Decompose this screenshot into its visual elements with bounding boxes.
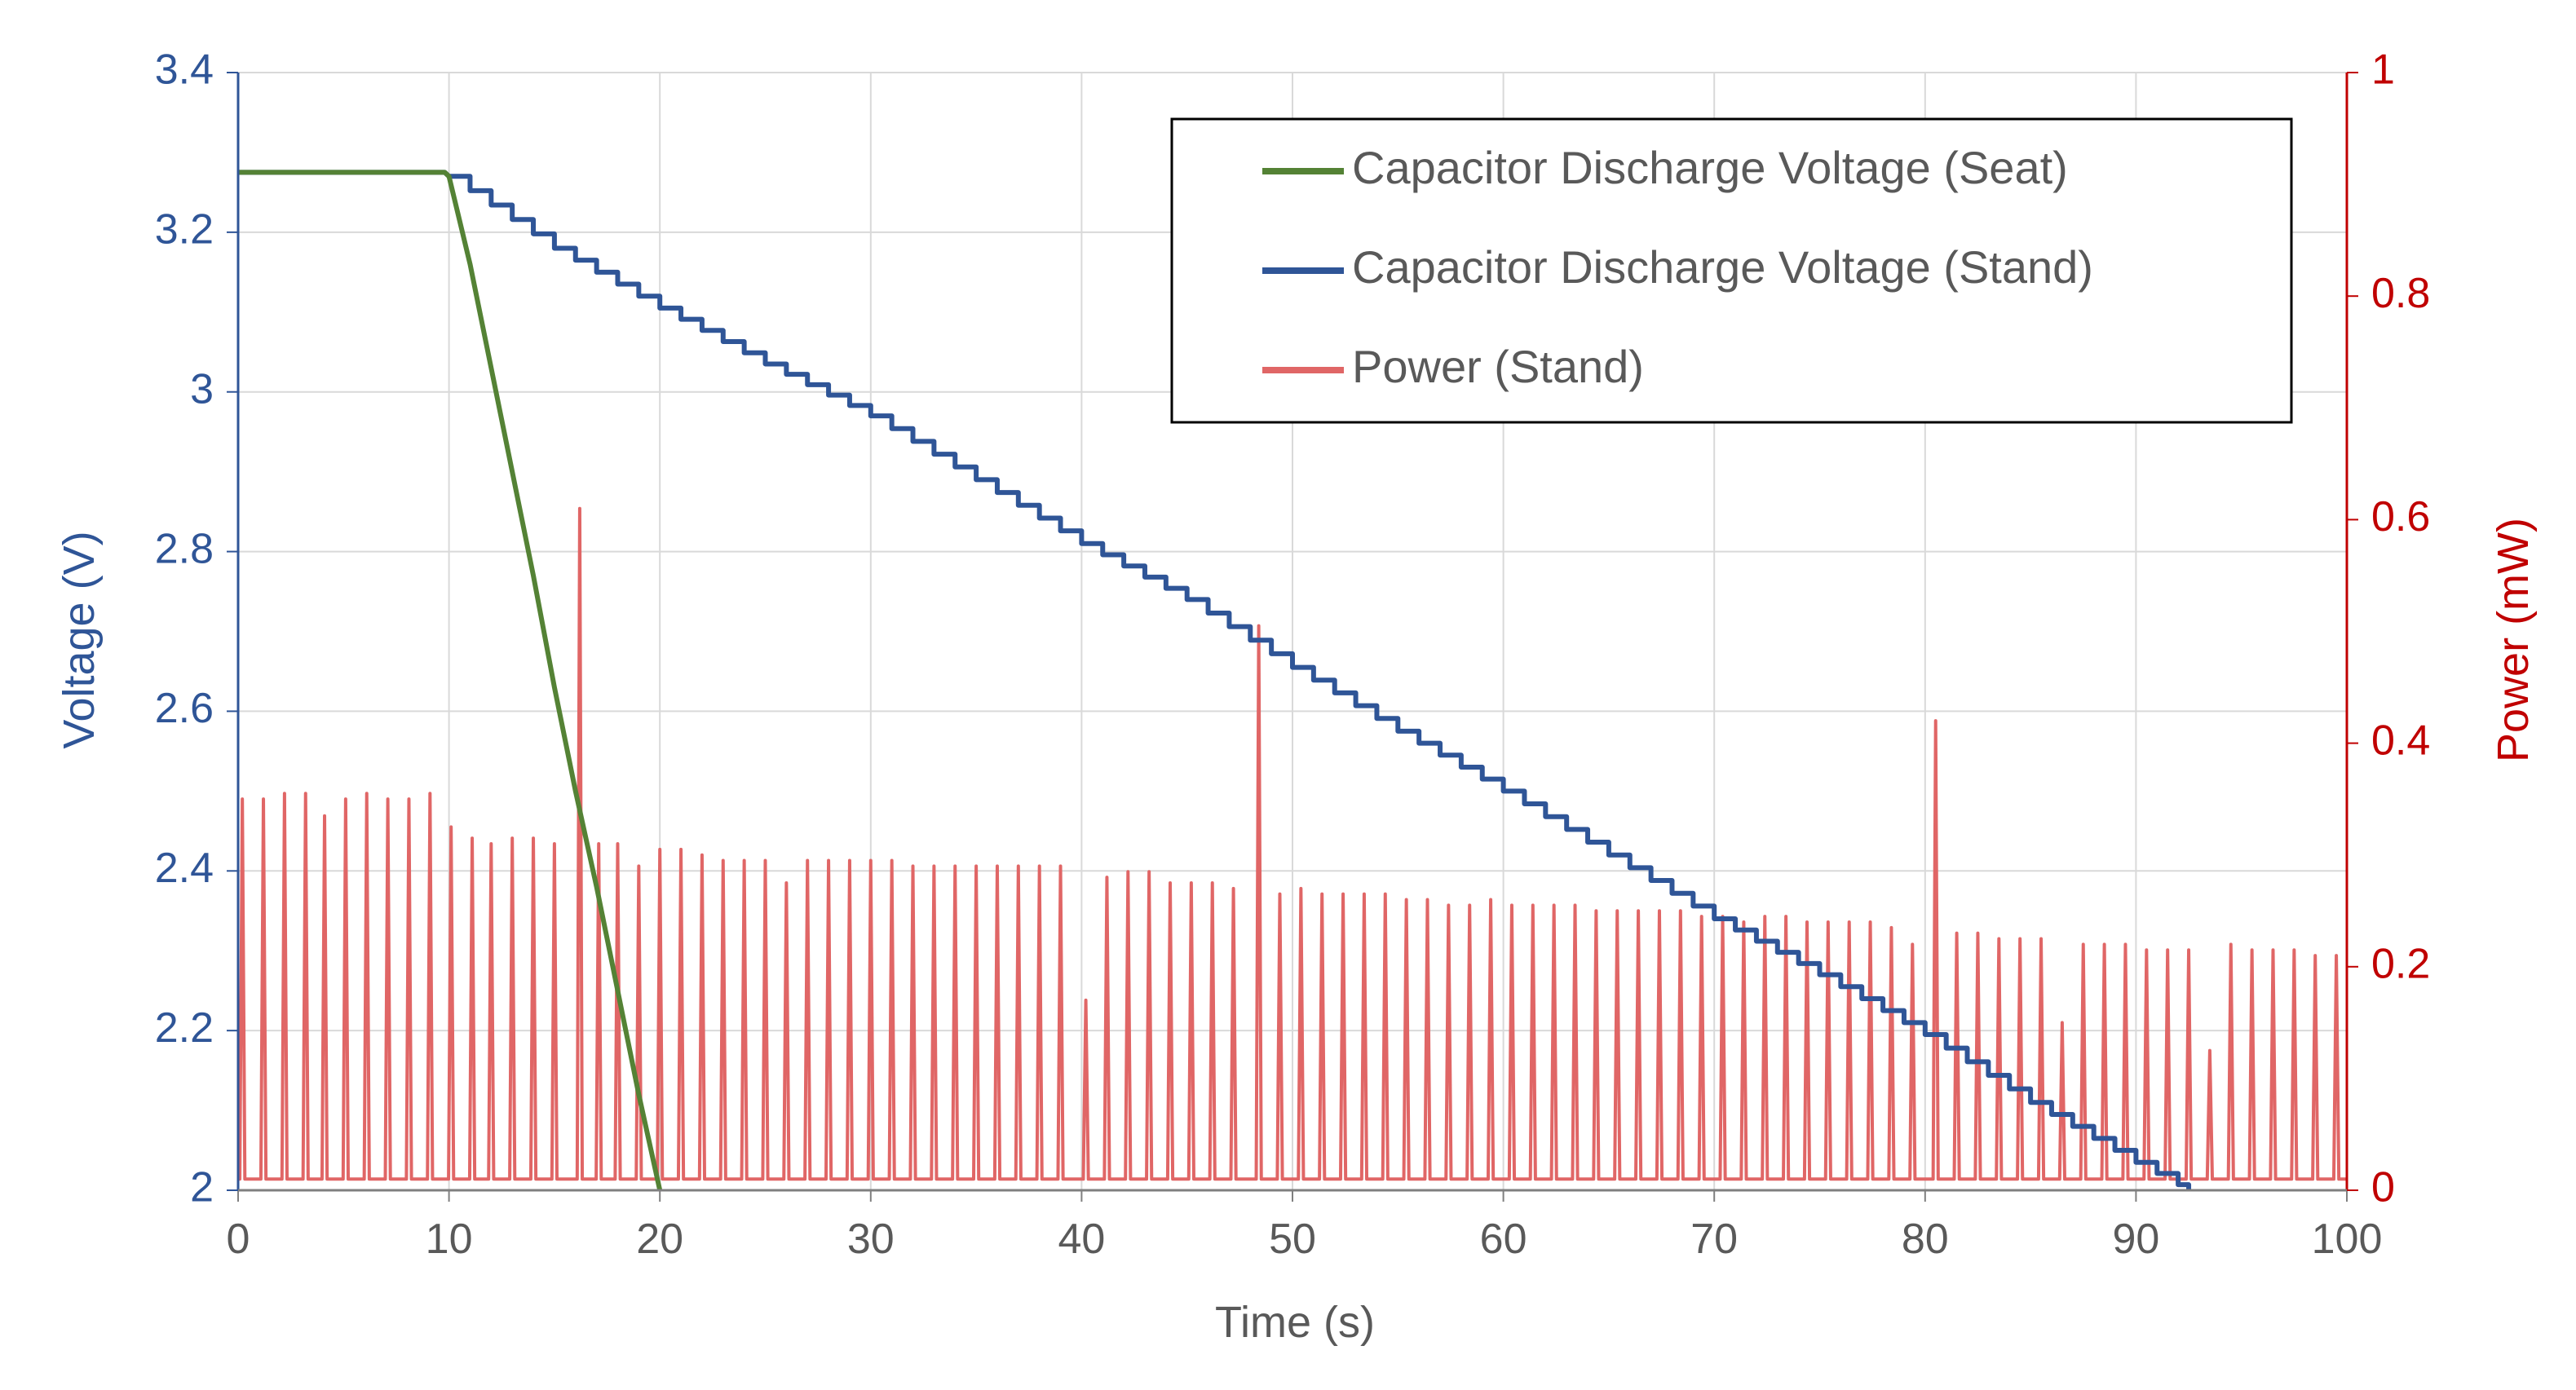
x-tick-label: 60 (1480, 1216, 1527, 1263)
x-tick-label: 20 (636, 1216, 683, 1263)
legend-label-power: Power (Stand) (1352, 341, 1644, 392)
tick-labels: 0 10 20 30 40 50 60 70 80 90 10022.22.42.62.833.23… (155, 46, 2431, 1263)
legend-label-stand: Capacitor Discharge Voltage (Stand) (1352, 241, 2093, 293)
y2-tick-label: 1 (2371, 46, 2395, 94)
x-tick-label: 80 (1902, 1216, 1949, 1263)
y-tick-label: 2.4 (155, 845, 214, 892)
x-tick-label: 50 (1269, 1216, 1316, 1263)
legend-box (1170, 117, 2293, 424)
y-tick-label: 2 (190, 1164, 214, 1211)
y-tick-label: 3 (190, 365, 214, 413)
x-tick-label: 90 (2112, 1216, 2159, 1263)
series-layer (238, 170, 2347, 1191)
y-axis-title: Voltage (V) (55, 531, 104, 748)
x-axis-title: Time (s) (1215, 1298, 1375, 1347)
y2-tick-label: 0.6 (2371, 493, 2430, 541)
y-tick-label: 2.6 (155, 685, 214, 732)
y2-tick-label: 0.2 (2371, 941, 2430, 988)
y-tick-label: 3.4 (155, 46, 214, 94)
y-tick-label: 2.8 (155, 525, 214, 572)
y2-tick-label: 0 (2371, 1164, 2395, 1211)
x-tick-label: 10 (426, 1216, 473, 1263)
series-voltage-stand (238, 170, 2192, 1190)
legend-label-seat: Capacitor Discharge Voltage (Seat) (1352, 142, 2068, 193)
x-tick-label: 40 (1058, 1216, 1105, 1263)
y-tick-label: 3.2 (155, 206, 214, 254)
series-power-stand (238, 506, 2347, 1181)
x-tick-label: 30 (847, 1216, 895, 1263)
x-tick-label: 70 (1690, 1216, 1738, 1263)
y-tick-label: 2.2 (155, 1004, 214, 1052)
x-tick-label: 0 (227, 1216, 250, 1263)
axes (227, 72, 2358, 1202)
y2-axis-title: Power (mW) (2489, 518, 2538, 762)
y2-tick-label: 0.4 (2371, 717, 2430, 764)
y2-tick-label: 0.8 (2371, 270, 2430, 317)
legend: Capacitor Discharge Voltage (Seat) Capac… (1170, 117, 2293, 424)
x-tick-label: 100 (2312, 1216, 2383, 1263)
series-voltage-seat (238, 170, 663, 1191)
